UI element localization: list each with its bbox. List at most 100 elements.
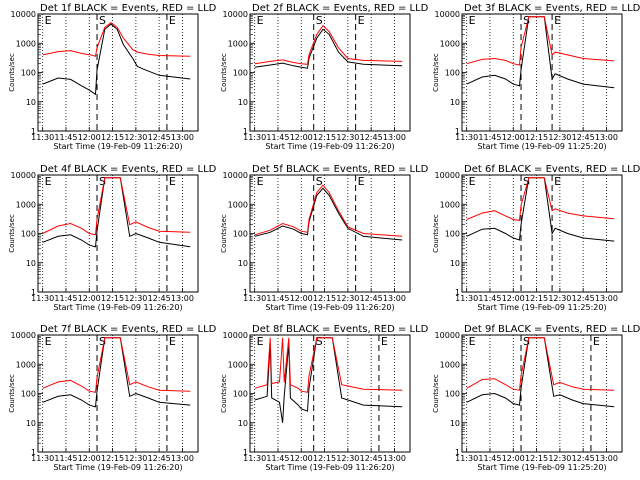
x-axis-label: Start Time (19-Feb-09 11:26:20) [265,142,394,151]
x-axis-label: Start Time (19-Feb-09 11:25:20) [477,463,606,472]
y-tick-label: 100 [233,69,248,78]
y-tick-label: 100 [445,390,460,399]
x-tick-label: 12:15 [101,133,124,142]
y-tick-label: 1000 [228,360,248,369]
chart-panel: Det 6f BLACK = Events, RED = LLD 11:30 11:… [432,164,640,312]
x-tick-label: 12:00 [78,454,101,463]
x-tick-label: 11:30 [31,454,54,463]
y-tick-label: 10000 [11,331,36,340]
x-tick-label: 12:45 [360,294,383,303]
x-tick-label: 11:45 [54,133,77,142]
chart-panel: Det 4f BLACK = Events, RED = LLD 11:30 11:… [8,164,217,312]
marker-label: E [169,175,176,188]
marker-label: S [99,14,106,27]
x-tick-label: 12:45 [572,454,595,463]
y-tick-label: 10 [26,98,36,107]
x-axis-label: Start Time (19-Feb-09 11:26:20) [265,303,394,312]
y-axis-label: Counts/sec [220,53,228,92]
y-tick-label: 10000 [223,331,248,340]
chart-title: Det 1f BLACK = Events, RED = LLD [40,3,217,14]
y-tick-label: 1 [455,127,460,136]
y-axis-label: Counts/sec [432,214,440,253]
marker-label: E [469,335,476,348]
series-events-line [254,187,403,241]
series-lld-line [42,177,191,236]
y-axis-label: Counts/sec [432,374,440,413]
marker-label: S [316,175,323,188]
y-axis-label: Counts/sec [432,53,440,92]
x-tick-label: 13:00 [595,454,618,463]
y-tick-label: 1 [31,288,36,297]
marker-label: E [554,14,561,27]
marker-label: E [469,175,476,188]
x-tick-label: 12:45 [360,133,383,142]
y-tick-label: 100 [445,230,460,239]
series-events-line [466,16,615,89]
chart-panel: Det 8f BLACK = Events, RED = LLD 11:30 11:… [220,324,429,472]
y-tick-label: 10 [450,259,460,268]
chart-title: Det 2f BLACK = Events, RED = LLD [252,3,429,14]
marker-label: S [523,14,530,27]
x-tick-label: 11:30 [243,294,266,303]
x-tick-label: 12:00 [78,133,101,142]
x-tick-label: 11:30 [31,133,54,142]
plot-frame [37,13,199,132]
series-events-line [254,337,403,423]
y-tick-label: 1000 [228,39,248,48]
x-tick-label: 12:00 [290,294,313,303]
x-tick-label: 12:45 [572,133,595,142]
x-tick-label: 13:00 [383,454,406,463]
x-tick-label: 12:45 [148,454,171,463]
x-axis-label: Start Time (19-Feb-09 11:26:20) [53,303,182,312]
x-tick-label: 12:15 [525,294,548,303]
series-lld-line [42,337,191,393]
x-tick-label: 12:45 [148,133,171,142]
x-tick-label: 13:00 [383,133,406,142]
y-axis-label: Counts/sec [8,374,16,413]
x-tick-label: 11:30 [455,133,478,142]
x-tick-label: 12:00 [502,294,525,303]
y-tick-label: 1000 [440,200,460,209]
y-tick-label: 1000 [440,360,460,369]
series-lld-line [466,337,615,391]
x-tick-label: 11:30 [243,454,266,463]
chart-panel: Det 2f BLACK = Events, RED = LLD 11:30 11:… [220,3,429,151]
series-events-line [254,28,403,69]
y-tick-label: 100 [21,390,36,399]
x-tick-label: 12:30 [548,294,571,303]
x-tick-label: 12:15 [101,294,124,303]
x-tick-label: 11:45 [266,133,289,142]
x-tick-label: 12:15 [313,454,336,463]
marker-label: E [381,335,388,348]
series-lld-line [254,24,403,65]
marker-label: E [169,335,176,348]
y-tick-label: 10000 [435,10,460,19]
chart-title: Det 4f BLACK = Events, RED = LLD [40,164,217,175]
chart-title: Det 3f BLACK = Events, RED = LLD [464,3,640,14]
y-tick-label: 100 [21,69,36,78]
chart-title: Det 9f BLACK = Events, RED = LLD [464,324,640,335]
x-tick-label: 13:00 [171,294,194,303]
x-tick-label: 11:45 [54,454,77,463]
y-tick-label: 1000 [16,39,36,48]
chart-title: Det 8f BLACK = Events, RED = LLD [252,324,429,335]
marker-label: S [523,175,530,188]
marker-label: E [169,14,176,27]
chart-panel: Det 3f BLACK = Events, RED = LLD 11:30 11:… [432,3,640,151]
y-tick-label: 1 [243,127,248,136]
marker-label: E [469,14,476,27]
marker-label: E [358,14,365,27]
x-tick-label: 12:30 [336,294,359,303]
series-events-line [42,23,191,96]
x-tick-label: 12:30 [124,133,147,142]
plot-frame [461,334,623,453]
y-tick-label: 10 [238,98,248,107]
plot-frame [461,13,623,132]
marker-label: E [45,175,52,188]
series-lld-line [254,337,403,393]
plot-frame [461,174,623,293]
y-tick-label: 1 [455,288,460,297]
x-tick-label: 11:30 [243,133,266,142]
x-tick-label: 11:45 [478,454,501,463]
x-tick-label: 11:45 [478,133,501,142]
